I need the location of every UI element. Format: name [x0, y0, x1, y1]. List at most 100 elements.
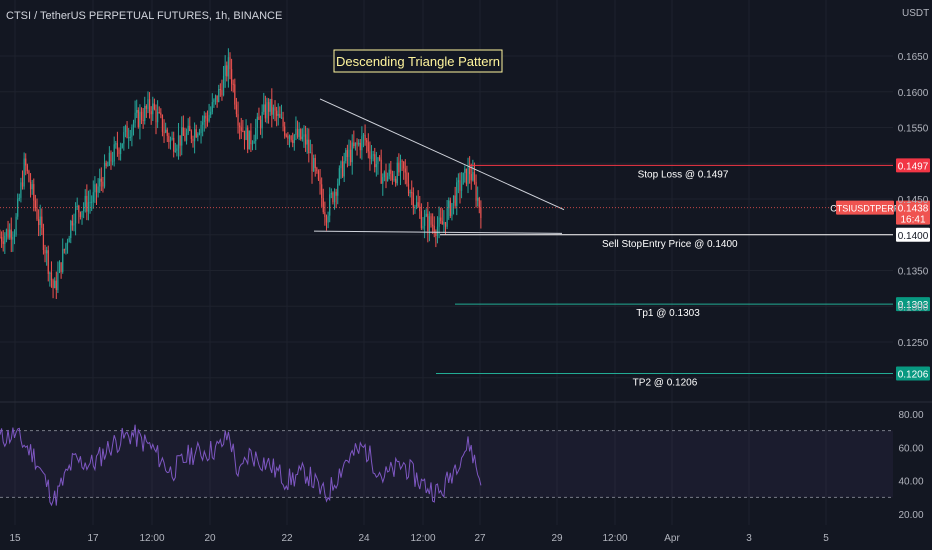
candle[interactable] [4, 232, 6, 254]
candle[interactable] [157, 100, 159, 129]
candle[interactable] [308, 128, 310, 163]
candle[interactable] [161, 114, 164, 137]
candle[interactable] [296, 120, 299, 139]
candle[interactable] [272, 104, 275, 120]
candle[interactable] [237, 101, 239, 134]
candle[interactable] [362, 132, 365, 148]
candle[interactable] [147, 91, 149, 114]
candle[interactable] [234, 78, 236, 110]
candle[interactable] [153, 98, 155, 111]
candle[interactable] [44, 244, 46, 263]
candle[interactable] [319, 169, 321, 195]
candle[interactable] [179, 135, 181, 157]
candle[interactable] [126, 121, 128, 139]
candle[interactable] [325, 214, 328, 231]
candle[interactable] [216, 95, 218, 108]
candle[interactable] [350, 140, 352, 166]
candle[interactable] [387, 172, 389, 182]
candle[interactable] [20, 177, 22, 203]
candle[interactable] [348, 139, 350, 166]
candle[interactable] [34, 194, 36, 212]
candle[interactable] [95, 183, 98, 206]
candle[interactable] [375, 151, 377, 177]
candle[interactable] [253, 134, 255, 144]
candle[interactable] [255, 118, 257, 150]
candle[interactable] [351, 134, 353, 175]
support-trendline[interactable] [313, 230, 563, 234]
candle[interactable] [218, 84, 220, 103]
candle[interactable] [306, 127, 308, 154]
candle[interactable] [271, 88, 273, 128]
candle[interactable] [131, 124, 133, 147]
candle[interactable] [287, 132, 289, 145]
candle[interactable] [279, 106, 281, 119]
last-price-tag[interactable] [896, 200, 930, 225]
candle[interactable] [150, 106, 152, 125]
candle[interactable] [316, 166, 318, 174]
candle[interactable] [329, 187, 331, 223]
candle[interactable] [55, 271, 57, 300]
candle[interactable] [353, 130, 355, 149]
candle[interactable] [398, 153, 400, 176]
candle[interactable] [303, 125, 305, 148]
candle[interactable] [177, 122, 180, 160]
candle[interactable] [420, 203, 422, 230]
candle[interactable] [187, 118, 189, 136]
candle[interactable] [173, 131, 175, 158]
candle[interactable] [76, 197, 78, 210]
candle[interactable] [128, 127, 130, 149]
candle[interactable] [121, 143, 123, 149]
candle[interactable] [454, 186, 456, 209]
candle[interactable] [459, 172, 461, 204]
candle[interactable] [247, 125, 249, 154]
candle[interactable] [263, 92, 265, 115]
candle[interactable] [60, 262, 62, 279]
candle[interactable] [440, 207, 442, 224]
candle[interactable] [370, 145, 373, 165]
candle[interactable] [5, 228, 8, 243]
candle[interactable] [210, 106, 212, 118]
resistance-trendline[interactable] [319, 98, 565, 211]
candle[interactable] [144, 96, 146, 125]
candle[interactable] [25, 153, 27, 176]
candle[interactable] [139, 104, 141, 140]
candle[interactable] [176, 144, 178, 157]
candle[interactable] [202, 115, 204, 137]
candle[interactable] [345, 147, 347, 164]
candle[interactable] [84, 189, 86, 213]
candle[interactable] [245, 119, 247, 141]
candle[interactable] [9, 223, 11, 240]
candle[interactable] [383, 170, 385, 182]
candle[interactable] [311, 144, 313, 184]
candle[interactable] [42, 223, 45, 255]
candle[interactable] [190, 129, 192, 144]
candle[interactable] [198, 128, 201, 136]
candle[interactable] [105, 160, 107, 169]
candle[interactable] [266, 97, 268, 124]
candle[interactable] [54, 277, 56, 289]
candle[interactable] [17, 193, 19, 220]
candle[interactable] [301, 128, 303, 142]
candle[interactable] [174, 142, 176, 153]
candle[interactable] [240, 117, 242, 139]
candle[interactable] [224, 55, 226, 88]
candle[interactable] [333, 188, 336, 210]
candle[interactable] [18, 193, 20, 202]
candle[interactable] [181, 116, 183, 156]
candle[interactable] [377, 156, 379, 175]
candle[interactable] [50, 261, 53, 288]
candle[interactable] [332, 191, 334, 205]
candle[interactable] [129, 129, 131, 141]
candle[interactable] [160, 108, 162, 119]
candle[interactable] [239, 122, 241, 140]
candle[interactable] [295, 116, 297, 141]
candle[interactable] [425, 208, 427, 218]
candle[interactable] [214, 94, 217, 105]
candle[interactable] [39, 204, 41, 237]
candle[interactable] [358, 139, 360, 147]
pattern-annotation[interactable]: Descending Triangle Pattern [333, 49, 503, 73]
candle[interactable] [480, 200, 482, 229]
candle[interactable] [219, 83, 221, 97]
candle[interactable] [269, 98, 271, 116]
candle[interactable] [274, 100, 276, 122]
